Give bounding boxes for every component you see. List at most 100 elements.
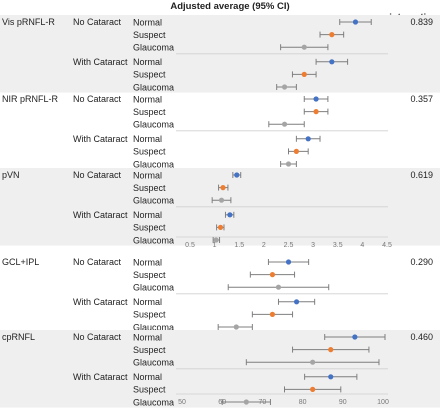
group-label: With Cataract bbox=[73, 210, 128, 220]
point-glaucoma bbox=[243, 399, 249, 405]
group-label: No Cataract bbox=[73, 17, 122, 27]
point-glaucoma bbox=[301, 44, 307, 50]
diagnosis-label: Glaucoma bbox=[133, 358, 174, 368]
panel-1: NIR pRNFL-R 0.357 No Cataract Normal Suspect… bbox=[2, 94, 433, 169]
point-suspect bbox=[269, 272, 276, 278]
diagnosis-label: Glaucoma bbox=[133, 82, 174, 92]
point-suspect bbox=[328, 347, 334, 353]
panel-2: 0.5 1 1.5 2 2.5 3 3.5 4 4.5 pVN 0.619 No Cataract No… bbox=[0, 168, 440, 249]
point-glaucoma bbox=[281, 84, 288, 90]
diagnosis-label: Suspect bbox=[133, 147, 166, 157]
point-suspect bbox=[293, 148, 299, 154]
p-interaction-value: 0.460 bbox=[410, 332, 433, 342]
point-suspect bbox=[310, 386, 316, 392]
measure-label: Vis pRNFL-R bbox=[2, 17, 55, 27]
x-tick-label: 4 bbox=[360, 242, 364, 249]
diagnosis-label: Suspect bbox=[133, 310, 166, 320]
point-glaucoma bbox=[233, 324, 239, 330]
measure-label: GCL+IPL bbox=[2, 257, 39, 267]
point-glaucoma bbox=[285, 161, 292, 167]
diagnosis-label: Normal bbox=[133, 57, 162, 67]
group-label: No Cataract bbox=[73, 94, 122, 104]
diagnosis-label: Suspect bbox=[133, 70, 166, 80]
diagnosis-label: Suspect bbox=[133, 345, 166, 355]
diagnosis-label: Normal bbox=[133, 297, 162, 307]
x-tick-label: 100 bbox=[377, 399, 389, 406]
diagnosis-label: Suspect bbox=[133, 385, 166, 395]
diagnosis-label: Suspect bbox=[133, 223, 166, 233]
diagnosis-label: Glaucoma bbox=[133, 196, 174, 206]
group-label: With Cataract bbox=[73, 372, 128, 382]
diagnosis-label: Normal bbox=[133, 17, 162, 27]
point-normal bbox=[352, 334, 358, 340]
point-normal bbox=[227, 212, 233, 218]
point-glaucoma bbox=[310, 359, 316, 365]
x-tick-label: 1.5 bbox=[234, 242, 244, 249]
chart-title: Adjusted average (95% CI) bbox=[170, 1, 289, 12]
x-tick-label: 2.5 bbox=[284, 242, 294, 249]
diagnosis-label: Suspect bbox=[133, 183, 166, 193]
diagnosis-label: Glaucoma bbox=[133, 43, 174, 53]
point-glaucoma bbox=[275, 284, 282, 290]
point-suspect bbox=[301, 71, 307, 77]
panels: Vis pRNFL-R 0.839 No Cataract Normal Suspect… bbox=[0, 15, 440, 408]
measure-label: pVN bbox=[2, 170, 20, 180]
x-tick-label: 50 bbox=[178, 399, 186, 406]
diagnosis-label: Normal bbox=[133, 372, 162, 382]
panel-3: GCL+IPL 0.290 No Cataract Normal Suspect Glau… bbox=[2, 257, 433, 332]
x-tick-label: 90 bbox=[339, 399, 347, 406]
diagnosis-label: Normal bbox=[133, 210, 162, 220]
point-glaucoma bbox=[213, 237, 219, 243]
x-tick-label: 80 bbox=[299, 399, 307, 406]
p-interaction-value: 0.357 bbox=[410, 94, 433, 104]
point-normal bbox=[329, 59, 335, 65]
x-tick-label: 2 bbox=[262, 242, 266, 249]
group-label: With Cataract bbox=[73, 57, 128, 67]
group-label: No Cataract bbox=[73, 332, 122, 342]
point-normal bbox=[313, 96, 319, 102]
point-glaucoma bbox=[281, 121, 288, 127]
point-suspect bbox=[269, 311, 276, 317]
point-normal bbox=[293, 299, 300, 305]
point-normal bbox=[305, 136, 311, 142]
point-normal bbox=[234, 172, 240, 178]
diagnosis-label: Glaucoma bbox=[133, 322, 174, 332]
point-normal bbox=[328, 374, 334, 380]
group-label: With Cataract bbox=[73, 297, 128, 307]
diagnosis-label: Normal bbox=[133, 332, 162, 342]
panel-0: Vis pRNFL-R 0.839 No Cataract Normal Suspect… bbox=[0, 15, 440, 93]
point-suspect bbox=[313, 109, 319, 115]
diagnosis-label: Glaucoma bbox=[133, 283, 174, 293]
x-tick-label: 3.5 bbox=[333, 242, 343, 249]
diagnosis-label: Normal bbox=[133, 257, 162, 267]
p-interaction-value: 0.290 bbox=[410, 257, 433, 267]
measure-label: cpRNFL bbox=[2, 332, 35, 342]
group-label: No Cataract bbox=[73, 170, 122, 180]
diagnosis-label: Suspect bbox=[133, 270, 166, 280]
x-tick-label: 4.5 bbox=[382, 242, 392, 249]
group-label: No Cataract bbox=[73, 257, 122, 267]
diagnosis-label: Normal bbox=[133, 94, 162, 104]
measure-label: NIR pRNFL-R bbox=[2, 94, 59, 104]
diagnosis-label: Suspect bbox=[133, 107, 166, 117]
diagnosis-label: Glaucoma bbox=[133, 159, 174, 169]
x-tick-label: 1 bbox=[213, 242, 217, 249]
diagnosis-label: Normal bbox=[133, 170, 162, 180]
group-label: With Cataract bbox=[73, 134, 128, 144]
diagnosis-label: Suspect bbox=[133, 30, 166, 40]
point-suspect bbox=[217, 224, 224, 230]
point-suspect bbox=[329, 31, 335, 38]
x-tick-label: 0.5 bbox=[185, 242, 195, 249]
p-interaction-value: 0.619 bbox=[410, 170, 433, 180]
point-glaucoma bbox=[218, 197, 225, 203]
point-normal bbox=[352, 19, 359, 25]
point-suspect bbox=[220, 185, 226, 191]
diagnosis-label: Glaucoma bbox=[133, 235, 174, 245]
diagnosis-label: Glaucoma bbox=[133, 397, 174, 407]
diagnosis-label: Glaucoma bbox=[133, 120, 174, 130]
diagnosis-label: Normal bbox=[133, 134, 162, 144]
point-normal bbox=[285, 259, 292, 265]
x-tick-label: 3 bbox=[311, 242, 315, 249]
